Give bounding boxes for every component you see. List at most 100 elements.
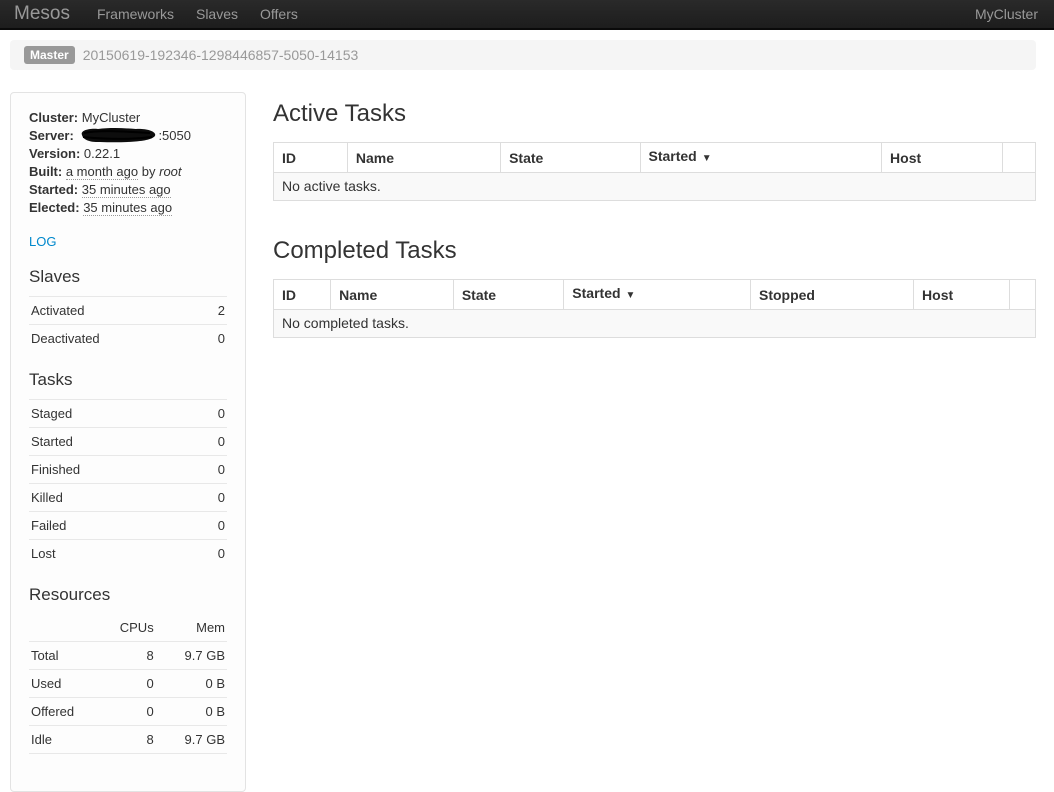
resources-offered-label: Offered	[29, 697, 97, 726]
completed-tasks-table: ID Name State Started ▼ Stopped Host No c…	[273, 279, 1036, 338]
table-row: Used 0 0 B	[29, 669, 227, 698]
completed-col-name[interactable]: Name	[330, 279, 454, 310]
resources-empty-header	[29, 614, 96, 642]
sort-desc-icon: ▼	[625, 290, 636, 301]
active-col-started[interactable]: Started ▼	[639, 142, 882, 173]
elected-info-line: Elected: 35 minutes ago	[29, 199, 227, 217]
table-row: Killed 0	[29, 483, 227, 512]
completed-tasks-empty-message: No completed tasks.	[273, 309, 1036, 338]
elected-relative-time: 35 minutes ago	[83, 200, 173, 216]
table-row: CPUs Mem	[29, 614, 227, 642]
version-label: Version:	[29, 146, 81, 161]
table-row: No active tasks.	[273, 172, 1036, 201]
table-row: Deactivated 0	[29, 324, 227, 352]
tasks-failed-value: 0	[192, 511, 227, 540]
tasks-lost-label: Lost	[29, 539, 193, 567]
resources-offered-cpus: 0	[96, 697, 156, 726]
master-id: 20150619-192346-1298446857-5050-14153	[82, 47, 359, 63]
completed-col-state[interactable]: State	[452, 279, 564, 310]
resources-used-cpus: 0	[96, 669, 156, 698]
sort-desc-icon: ▼	[701, 153, 712, 164]
server-label: Server:	[29, 128, 74, 143]
active-col-name[interactable]: Name	[346, 142, 501, 173]
cluster-label: Cluster:	[29, 110, 79, 125]
completed-col-stopped[interactable]: Stopped	[749, 279, 914, 310]
started-relative-time: 35 minutes ago	[81, 182, 171, 198]
top-navbar: Mesos Frameworks Slaves Offers MyCluster	[0, 0, 1054, 30]
completed-col-host[interactable]: Host	[913, 279, 1010, 310]
navbar-cluster-name: MyCluster	[974, 6, 1038, 22]
nav-item-offers[interactable]: Offers	[260, 6, 298, 22]
table-row: Idle 8 9.7 GB	[29, 725, 227, 754]
active-tasks-title: Active Tasks	[273, 100, 406, 127]
resources-idle-label: Idle	[29, 725, 97, 754]
table-header-row: ID Name State Started ▼ Host	[273, 142, 1036, 173]
table-row: Activated 2	[29, 296, 227, 325]
active-col-started-label: Started	[648, 148, 697, 164]
table-row: Failed 0	[29, 511, 227, 540]
table-row: Lost 0	[29, 539, 227, 567]
started-info-line: Started: 35 minutes ago	[29, 181, 227, 199]
resources-mem-header: Mem	[196, 620, 225, 635]
log-link[interactable]: LOG	[29, 234, 57, 249]
server-info-line: Server: :5050	[29, 127, 227, 145]
built-info-line: Built: a month ago by root	[29, 163, 227, 181]
nav-item-slaves[interactable]: Slaves	[195, 6, 239, 22]
slaves-activated-label: Activated	[29, 296, 201, 325]
completed-tasks-title: Completed Tasks	[273, 237, 457, 264]
slaves-table: Activated 2 Deactivated 0	[29, 296, 227, 352]
version-info-line: Version: 0.22.1	[29, 145, 227, 163]
tasks-started-value: 0	[192, 427, 227, 456]
resources-offered-mem: 0 B	[155, 697, 227, 726]
tasks-finished-value: 0	[192, 455, 227, 484]
active-col-empty	[1002, 142, 1036, 173]
built-label: Built:	[29, 164, 63, 179]
resources-section-heading: Resources	[29, 585, 111, 604]
tasks-failed-label: Failed	[29, 511, 193, 540]
nav-item-frameworks[interactable]: Frameworks	[96, 6, 174, 22]
tasks-lost-value: 0	[192, 539, 227, 567]
brand-mesos[interactable]: Mesos	[14, 3, 70, 24]
active-col-id[interactable]: ID	[273, 142, 348, 173]
built-connector: by	[141, 164, 156, 179]
active-col-state[interactable]: State	[500, 142, 640, 173]
tasks-finished-label: Finished	[29, 455, 193, 484]
table-row: Total 8 9.7 GB	[29, 641, 227, 670]
slaves-deactivated-label: Deactivated	[29, 324, 201, 352]
breadcrumb: Master 20150619-192346-1298446857-5050-1…	[10, 40, 1036, 70]
resources-cpus-header: CPUs	[119, 620, 154, 635]
table-row: No completed tasks.	[273, 309, 1036, 338]
resources-total-mem: 9.7 GB	[155, 641, 227, 670]
server-port: :5050	[158, 128, 191, 143]
master-badge: Master	[24, 46, 75, 64]
cluster-summary-panel: Cluster: MyCluster Server: :5050 Version…	[10, 92, 246, 792]
resources-idle-mem: 9.7 GB	[155, 725, 227, 754]
slaves-section-heading: Slaves	[29, 267, 81, 286]
completed-col-empty	[1009, 279, 1036, 310]
table-row: Offered 0 0 B	[29, 697, 227, 726]
cluster-value: MyCluster	[81, 110, 141, 125]
built-user: root	[159, 164, 182, 179]
tasks-killed-value: 0	[192, 483, 227, 512]
slaves-deactivated-value: 0	[200, 324, 227, 352]
tasks-killed-label: Killed	[29, 483, 193, 512]
redacted-server-address	[82, 128, 156, 143]
cluster-info-line: Cluster: MyCluster	[29, 109, 227, 127]
completed-col-id[interactable]: ID	[273, 279, 331, 310]
version-value: 0.22.1	[83, 146, 121, 161]
active-tasks-empty-message: No active tasks.	[273, 172, 1036, 201]
completed-col-started-label: Started	[572, 285, 621, 301]
resources-used-mem: 0 B	[155, 669, 227, 698]
tasks-staged-label: Staged	[29, 399, 193, 428]
table-row: Staged 0	[29, 399, 227, 428]
resources-table: CPUs Mem Total 8 9.7 GB Used 0 0 B Offer…	[29, 614, 227, 754]
elected-label: Elected:	[29, 200, 80, 215]
main-content: Active Tasks ID Name State Started ▼ Host…	[273, 92, 1036, 338]
completed-col-started[interactable]: Started ▼	[563, 279, 751, 310]
built-relative-time: a month ago	[65, 164, 139, 180]
active-col-host[interactable]: Host	[881, 142, 1003, 173]
table-row: Started 0	[29, 427, 227, 456]
tasks-section-heading: Tasks	[29, 370, 73, 389]
slaves-activated-value: 2	[200, 296, 227, 325]
resources-used-label: Used	[29, 669, 97, 698]
